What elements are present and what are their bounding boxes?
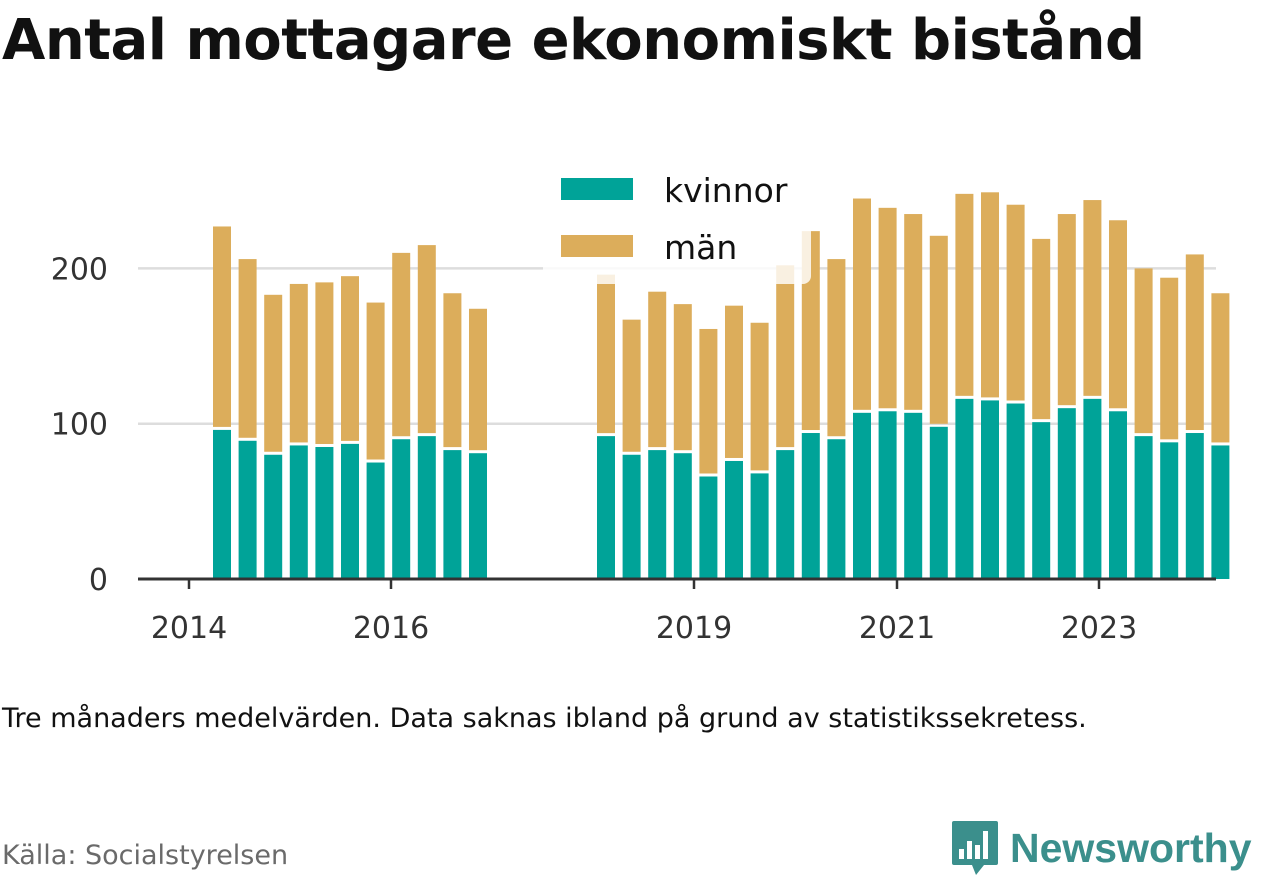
bar-kvinnor — [341, 443, 359, 579]
bar-man — [827, 259, 846, 437]
bar-kvinnor — [699, 476, 718, 579]
bar-kvinnor — [469, 453, 487, 579]
bar-chart: 0 100 200 2014 2016 2019 2021 2023 kvinnor män — [50, 171, 1230, 646]
bar-kvinnor — [443, 450, 462, 579]
bar-kvinnor — [776, 450, 795, 579]
bar-kvinnor — [392, 439, 411, 579]
bar-man — [750, 322, 769, 471]
bar-kvinnor — [673, 453, 692, 579]
bar-man — [776, 265, 795, 448]
x-tick-label: 2019 — [656, 611, 732, 646]
bar-kvinnor — [366, 462, 385, 579]
bar-man — [1083, 200, 1102, 396]
bar-man — [878, 207, 897, 409]
bar-man — [238, 259, 257, 438]
bar-man — [1211, 293, 1230, 443]
bar-man — [648, 291, 667, 448]
bar-man — [315, 282, 334, 444]
bar-kvinnor — [929, 426, 948, 579]
chart-note: Tre månaders medelvärden. Data saknas ib… — [2, 703, 1087, 734]
x-tick-label: 2023 — [1061, 611, 1137, 646]
bar-kvinnor — [315, 446, 334, 579]
bar-man — [341, 276, 359, 441]
bar-man — [955, 193, 974, 396]
bar-kvinnor — [1185, 433, 1204, 579]
bar-kvinnor — [1032, 422, 1051, 579]
bar-man — [392, 252, 411, 437]
bar-kvinnor — [622, 454, 641, 579]
bar-kvinnor — [264, 454, 283, 579]
bar-kvinnor — [955, 398, 974, 579]
bar-kvinnor — [289, 445, 308, 579]
bar-kvinnor — [853, 412, 871, 579]
bar-man — [699, 328, 718, 474]
bar-kvinnor — [1160, 442, 1179, 579]
legend-swatch-kvinnor — [561, 178, 633, 200]
bar-man — [469, 308, 487, 451]
bar-man — [1032, 238, 1051, 420]
bar-kvinnor — [1134, 436, 1153, 579]
bar-man — [1185, 254, 1204, 431]
bar-kvinnor — [827, 439, 846, 579]
bar-man — [1057, 214, 1076, 406]
legend-label: män — [664, 228, 737, 267]
source-label: Källa: Socialstyrelsen — [2, 840, 289, 871]
chart-title: Antal mottagare ekonomiskt bistånd — [2, 8, 1145, 73]
y-tick-label: 0 — [89, 563, 108, 598]
bar-man — [981, 192, 999, 398]
bar-kvinnor — [1006, 403, 1025, 579]
bar-man — [1134, 268, 1153, 434]
bar-kvinnor — [878, 411, 897, 579]
bar-kvinnor — [1057, 408, 1076, 579]
legend-swatch-man — [561, 235, 633, 257]
bar-kvinnor — [648, 450, 667, 579]
bar-man — [1109, 220, 1127, 409]
bar-man — [597, 274, 615, 434]
bar-kvinnor — [1109, 411, 1127, 579]
bar-man — [904, 214, 923, 410]
bar-kvinnor — [1083, 398, 1102, 579]
brand-name: Newsworthy — [1010, 824, 1252, 871]
x-tick-label: 2021 — [859, 611, 935, 646]
bar-kvinnor — [904, 412, 923, 579]
bar-man — [673, 304, 692, 451]
bar-kvinnor — [750, 473, 769, 579]
bar-man — [443, 293, 462, 448]
y-tick-label: 100 — [51, 408, 108, 443]
bar-man — [264, 294, 283, 452]
bar-kvinnor — [1211, 445, 1230, 579]
bar-man — [1006, 204, 1025, 401]
bar-man — [853, 198, 871, 410]
x-tick-label: 2016 — [353, 611, 429, 646]
bar-man — [417, 245, 436, 434]
bar-man — [289, 283, 308, 443]
bar-man — [366, 302, 385, 460]
bar-kvinnor — [981, 400, 999, 579]
bar-kvinnor — [417, 436, 436, 579]
bar-kvinnor — [725, 460, 743, 579]
brand-logo[interactable]: Newsworthy — [950, 818, 1252, 878]
y-tick-label: 200 — [51, 252, 108, 287]
bar-man — [1160, 277, 1179, 440]
bar-man — [929, 235, 948, 424]
bar-kvinnor — [213, 429, 231, 579]
bar-man — [725, 305, 743, 458]
x-tick-label: 2014 — [151, 611, 227, 646]
bar-kvinnor — [597, 436, 615, 579]
newsworthy-logo-icon — [952, 821, 998, 875]
bar-kvinnor — [238, 440, 257, 579]
bar-man — [213, 226, 231, 427]
legend-label: kvinnor — [664, 171, 788, 210]
bar-man — [622, 319, 641, 452]
bar-kvinnor — [801, 433, 820, 579]
